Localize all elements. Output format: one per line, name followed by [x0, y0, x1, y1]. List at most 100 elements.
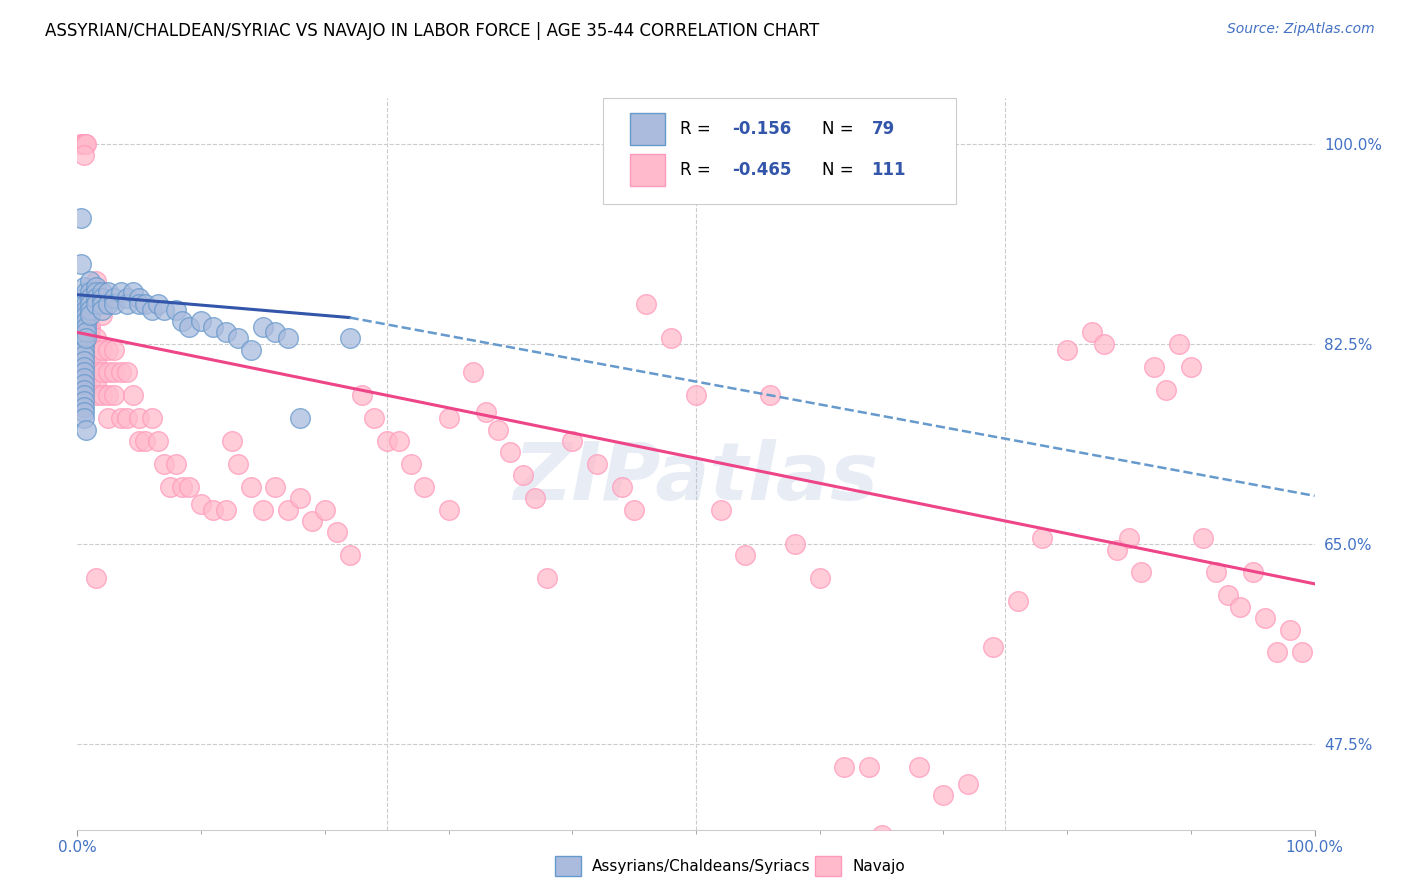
Point: [103, 343, 125, 357]
Text: Navajo: Navajo: [852, 859, 905, 873]
Point: [623, 502, 645, 516]
Point: [1154, 383, 1177, 397]
Point: [486, 423, 509, 437]
Point: [72, 331, 94, 345]
Point: [72, 324, 94, 338]
Point: [84, 285, 107, 300]
Point: [122, 388, 145, 402]
Point: [79, 274, 101, 288]
Point: [834, 760, 856, 774]
Text: 111: 111: [872, 161, 905, 179]
Point: [339, 331, 361, 345]
Point: [72, 376, 94, 391]
Point: [72, 310, 94, 325]
Point: [128, 291, 150, 305]
Point: [97, 343, 120, 357]
Point: [1143, 359, 1166, 374]
Point: [172, 480, 194, 494]
Point: [128, 434, 150, 448]
Point: [981, 640, 1004, 654]
Point: [907, 760, 929, 774]
Point: [437, 502, 460, 516]
Point: [1031, 531, 1053, 545]
Point: [159, 480, 181, 494]
Point: [1229, 599, 1251, 614]
Point: [75, 297, 97, 311]
Point: [72, 400, 94, 414]
Point: [84, 343, 107, 357]
Point: [561, 434, 583, 448]
Point: [103, 291, 125, 305]
Point: [75, 319, 97, 334]
FancyBboxPatch shape: [630, 154, 665, 186]
Point: [72, 354, 94, 368]
Point: [97, 388, 120, 402]
Point: [97, 297, 120, 311]
Point: [84, 279, 107, 293]
Point: [412, 480, 434, 494]
Point: [75, 331, 97, 345]
Point: [141, 302, 163, 317]
Point: [177, 480, 200, 494]
Point: [72, 394, 94, 409]
Text: R =: R =: [681, 120, 716, 137]
Point: [75, 285, 97, 300]
Point: [858, 760, 880, 774]
Point: [202, 502, 225, 516]
Point: [79, 285, 101, 300]
Point: [226, 331, 249, 345]
Point: [221, 434, 243, 448]
Point: [103, 366, 125, 380]
Point: [1267, 645, 1289, 659]
Point: [375, 434, 398, 448]
Point: [72, 343, 94, 357]
Point: [72, 371, 94, 385]
Point: [79, 297, 101, 311]
Point: [388, 434, 411, 448]
Point: [401, 457, 423, 471]
Point: [1167, 336, 1189, 351]
Point: [84, 331, 107, 345]
Point: [141, 411, 163, 425]
Point: [79, 331, 101, 345]
Point: [252, 502, 274, 516]
Point: [1205, 566, 1227, 580]
Point: [75, 302, 97, 317]
Point: [72, 336, 94, 351]
Point: [79, 366, 101, 380]
Point: [301, 514, 323, 528]
Point: [202, 319, 225, 334]
Text: R =: R =: [681, 161, 716, 179]
Point: [165, 302, 187, 317]
Point: [1180, 359, 1202, 374]
Point: [215, 502, 238, 516]
Point: [1081, 326, 1104, 340]
Text: -0.156: -0.156: [733, 120, 792, 137]
Point: [326, 525, 349, 540]
Text: N =: N =: [823, 120, 859, 137]
Point: [75, 308, 97, 322]
Point: [84, 291, 107, 305]
Point: [437, 411, 460, 425]
Point: [72, 302, 94, 317]
Point: [226, 457, 249, 471]
Point: [252, 319, 274, 334]
Point: [239, 343, 262, 357]
Point: [70, 211, 93, 226]
Point: [474, 405, 496, 419]
Point: [72, 348, 94, 362]
Point: [110, 366, 132, 380]
Point: [710, 502, 733, 516]
Point: [103, 388, 125, 402]
Point: [883, 846, 905, 860]
Point: [685, 388, 707, 402]
Point: [1216, 588, 1239, 602]
Point: [1130, 566, 1153, 580]
Point: [72, 136, 94, 151]
Point: [72, 359, 94, 374]
Point: [153, 457, 176, 471]
Point: [350, 388, 373, 402]
Point: [72, 383, 94, 397]
Point: [115, 366, 138, 380]
Point: [97, 285, 120, 300]
